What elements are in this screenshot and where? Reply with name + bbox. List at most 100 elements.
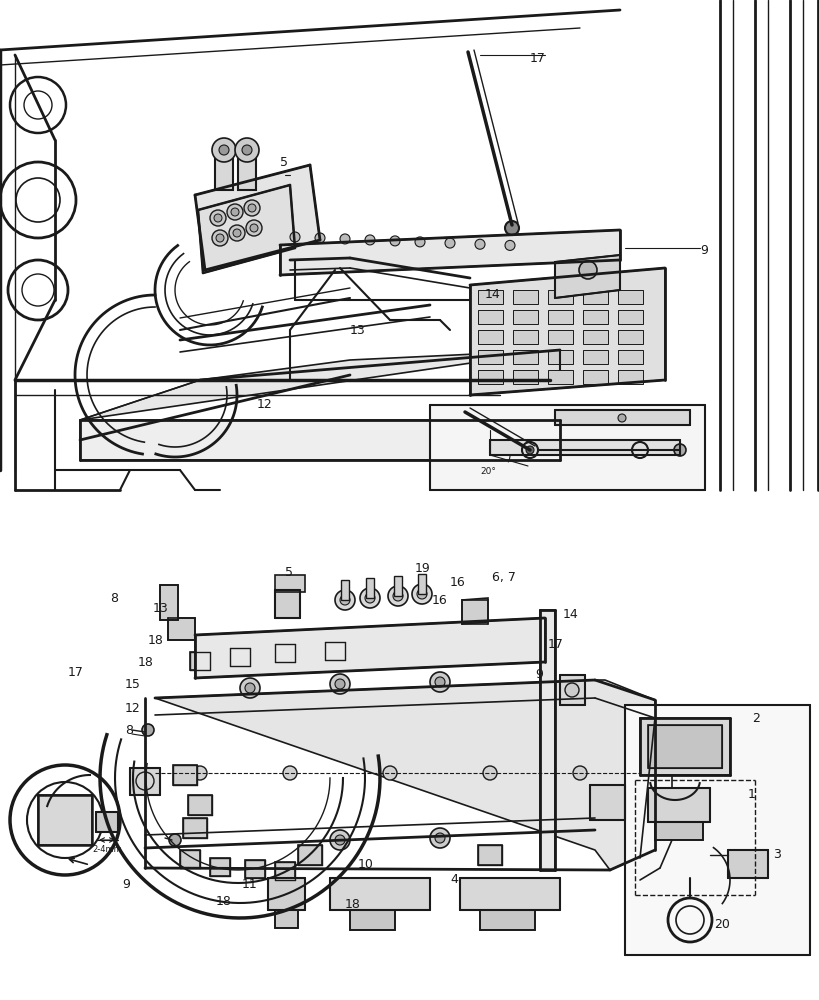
Circle shape (505, 240, 514, 250)
Bar (418, 574, 426, 594)
Text: 17: 17 (68, 666, 84, 678)
Polygon shape (173, 765, 197, 785)
Polygon shape (479, 910, 534, 930)
Text: 18: 18 (147, 634, 164, 647)
Circle shape (382, 766, 396, 780)
Circle shape (142, 724, 154, 736)
Circle shape (210, 210, 226, 226)
Text: 16: 16 (432, 593, 447, 606)
Polygon shape (727, 850, 767, 878)
Text: 14: 14 (563, 608, 578, 621)
Text: 9: 9 (699, 243, 707, 256)
Bar (618, 290, 642, 304)
Circle shape (229, 225, 245, 241)
Bar (618, 310, 642, 324)
Bar (618, 350, 642, 364)
Polygon shape (274, 862, 295, 880)
Bar (547, 330, 572, 344)
Text: 9: 9 (122, 878, 129, 891)
Circle shape (364, 235, 374, 245)
Polygon shape (210, 858, 229, 876)
Circle shape (235, 138, 259, 162)
Polygon shape (554, 410, 689, 425)
Circle shape (572, 766, 586, 780)
Polygon shape (80, 420, 559, 460)
Polygon shape (647, 725, 721, 768)
Circle shape (564, 683, 578, 697)
Circle shape (434, 677, 445, 687)
Text: 17: 17 (547, 639, 563, 652)
Text: 12: 12 (256, 398, 273, 412)
Polygon shape (96, 812, 118, 832)
Polygon shape (160, 585, 178, 620)
Circle shape (429, 828, 450, 848)
Circle shape (505, 221, 518, 235)
Polygon shape (459, 878, 559, 910)
Circle shape (429, 672, 450, 692)
Circle shape (192, 766, 206, 780)
Polygon shape (624, 705, 809, 955)
Circle shape (246, 220, 262, 236)
Polygon shape (274, 910, 297, 928)
Circle shape (231, 208, 238, 216)
Text: 3: 3 (772, 848, 780, 861)
Bar (513, 330, 537, 344)
Circle shape (329, 830, 350, 850)
Polygon shape (654, 822, 702, 840)
Text: 19: 19 (414, 562, 430, 574)
Polygon shape (274, 644, 295, 662)
Circle shape (390, 236, 400, 246)
Polygon shape (461, 598, 487, 624)
Circle shape (434, 833, 445, 843)
Polygon shape (490, 440, 679, 455)
Bar (547, 290, 572, 304)
Circle shape (169, 834, 181, 846)
Bar (618, 330, 642, 344)
Polygon shape (469, 268, 664, 395)
Bar (215, 155, 233, 190)
Text: 6, 7: 6, 7 (491, 572, 515, 584)
Circle shape (227, 204, 242, 220)
Circle shape (283, 766, 296, 780)
Polygon shape (268, 878, 305, 910)
Polygon shape (647, 788, 709, 822)
Polygon shape (540, 610, 554, 870)
Text: 18: 18 (345, 898, 360, 911)
Text: 4: 4 (450, 874, 457, 886)
Circle shape (445, 238, 455, 248)
Bar (513, 310, 537, 324)
Text: 18: 18 (215, 895, 232, 908)
Polygon shape (195, 618, 545, 678)
Polygon shape (329, 878, 429, 910)
Circle shape (414, 237, 424, 247)
Text: 13: 13 (350, 324, 365, 336)
Bar (341, 580, 349, 600)
Bar (513, 350, 537, 364)
Circle shape (314, 233, 324, 243)
Circle shape (245, 683, 255, 693)
Circle shape (242, 145, 251, 155)
Circle shape (618, 414, 625, 422)
Circle shape (525, 446, 533, 454)
Text: 2: 2 (751, 712, 759, 724)
Circle shape (233, 229, 241, 237)
Circle shape (673, 444, 686, 456)
Circle shape (215, 234, 224, 242)
Circle shape (578, 261, 596, 279)
Bar (547, 350, 572, 364)
Polygon shape (350, 910, 395, 930)
Polygon shape (429, 405, 704, 490)
Circle shape (335, 590, 355, 610)
Polygon shape (80, 350, 559, 420)
Text: 14: 14 (484, 288, 500, 302)
Bar (238, 155, 256, 190)
Polygon shape (168, 618, 195, 640)
Polygon shape (297, 845, 322, 865)
Polygon shape (324, 642, 345, 660)
Text: 15: 15 (124, 678, 141, 692)
Polygon shape (229, 648, 250, 666)
Polygon shape (183, 818, 206, 838)
Circle shape (364, 593, 374, 603)
Bar (477, 350, 502, 364)
Bar (582, 330, 607, 344)
